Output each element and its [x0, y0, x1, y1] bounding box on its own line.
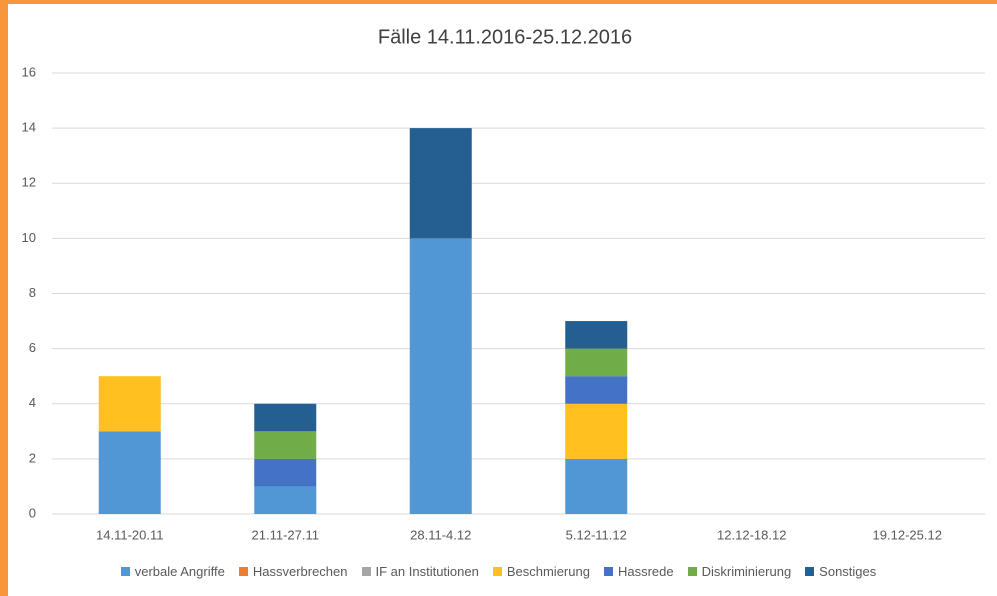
- bar-segment: [254, 458, 317, 487]
- legend-swatch: [603, 567, 613, 576]
- y-tick-label: 12: [22, 175, 36, 190]
- legend: verbale Angriffe Hassverbrechen IF an Inst…: [0, 564, 997, 579]
- x-tick-label: 21.11-27.11: [252, 527, 319, 542]
- bar-segment: [98, 431, 161, 514]
- bar-segment: [98, 376, 161, 432]
- bar-segment: [565, 348, 628, 377]
- legend-swatch: [687, 567, 697, 576]
- legend-label: Diskriminierung: [701, 564, 792, 579]
- bar-segment: [409, 128, 472, 239]
- x-tick-label: 14.11-20.11: [96, 527, 163, 542]
- legend-label: verbale Angriffe: [134, 564, 225, 579]
- bar-segment: [565, 376, 628, 404]
- y-tick-label: 16: [22, 64, 36, 79]
- y-tick-label: 4: [29, 395, 36, 410]
- y-tick-label: 8: [29, 285, 36, 300]
- y-tick-label: 2: [29, 450, 36, 465]
- x-tick-label: 12.12-18.12: [717, 527, 786, 542]
- x-tick-label: 28.11-4.12: [410, 527, 471, 542]
- x-tick-label: 5.12-11.12: [566, 527, 627, 542]
- bar-segment: [565, 458, 628, 514]
- legend-item: Diskriminierung: [687, 564, 792, 579]
- legend-item: IF an Institutionen: [361, 564, 479, 579]
- legend-label: Sonstiges: [819, 564, 877, 579]
- bar-segment: [565, 403, 628, 459]
- legend-swatch: [238, 567, 248, 576]
- bar-segment: [565, 321, 628, 349]
- legend-item: verbale Angriffe: [120, 564, 225, 579]
- bar-segment: [254, 403, 317, 432]
- y-tick-label: 10: [22, 230, 36, 245]
- legend-swatch: [805, 567, 815, 576]
- bar-segment: [254, 431, 317, 459]
- legend-swatch: [492, 567, 502, 576]
- legend-label: Hassverbrechen: [252, 564, 348, 579]
- legend-item: Sonstiges: [805, 564, 876, 579]
- y-tick-label: 14: [22, 120, 36, 135]
- legend-swatch: [120, 567, 130, 576]
- legend-label: Beschmierung: [506, 564, 590, 579]
- legend-item: Hassrede: [603, 564, 674, 579]
- y-tick-label: 6: [29, 340, 36, 355]
- legend-label: IF an Institutionen: [375, 564, 479, 579]
- legend-item: Beschmierung: [492, 564, 590, 579]
- legend-item: Hassverbrechen: [238, 564, 348, 579]
- legend-label: Hassrede: [617, 564, 674, 579]
- y-tick-label: 0: [29, 505, 36, 520]
- bar-segment: [409, 238, 472, 514]
- legend-swatch: [361, 567, 371, 576]
- x-tick-label: 19.12-25.12: [873, 527, 942, 542]
- chart-title: Fälle 14.11.2016-25.12.2016: [378, 26, 632, 48]
- bar-segment: [254, 486, 317, 514]
